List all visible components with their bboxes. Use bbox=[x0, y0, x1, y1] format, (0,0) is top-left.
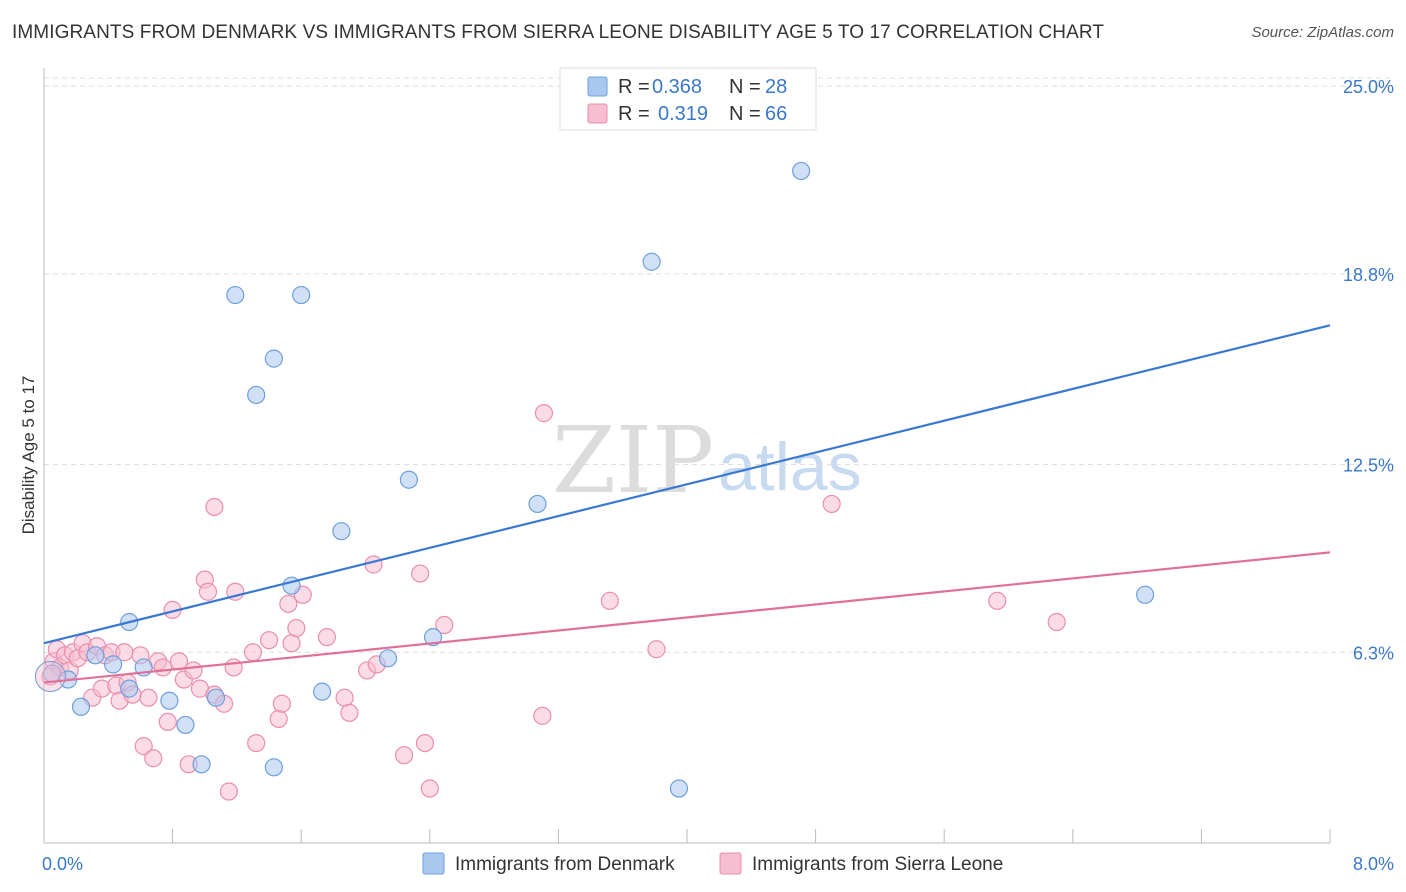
denmark-point-18 bbox=[314, 683, 331, 700]
sierra-leone-point-52 bbox=[341, 704, 358, 721]
legend-r-label-sierra-leone: R = bbox=[618, 103, 650, 125]
sierra-leone-point-42 bbox=[248, 735, 265, 752]
sierra-leone-trendline bbox=[44, 552, 1330, 682]
denmark-point-25 bbox=[670, 780, 687, 797]
sierra-leone-point-57 bbox=[412, 565, 429, 582]
denmark-point-20 bbox=[380, 650, 397, 667]
legend-r-label-denmark: R = bbox=[618, 76, 650, 98]
sierra-leone-point-62 bbox=[534, 707, 551, 724]
sierra-leone-point-66 bbox=[989, 592, 1006, 609]
denmark-point-19 bbox=[333, 523, 350, 540]
legend-n-label-sierra-leone: N = bbox=[729, 103, 761, 125]
sierra-leone-point-65 bbox=[823, 495, 840, 512]
watermark: ZIP atlas bbox=[552, 407, 862, 514]
correlation-legend: R = 0.368 N = 28 R = 0.319 N = 66 bbox=[560, 68, 816, 130]
sierra-leone-point-63 bbox=[601, 592, 618, 609]
x-tick-label-min: 0.0% bbox=[42, 854, 83, 874]
sierra-leone-point-26 bbox=[159, 713, 176, 730]
denmark-point-27 bbox=[1137, 586, 1154, 603]
x-tick-label-max: 8.0% bbox=[1353, 854, 1394, 874]
sierra-leone-point-38 bbox=[220, 783, 237, 800]
denmark-point-13 bbox=[248, 386, 265, 403]
sierra-leone-point-61 bbox=[535, 405, 552, 422]
sierra-leone-point-43 bbox=[261, 632, 278, 649]
series-legend: Immigrants from Denmark Immigrants from … bbox=[423, 853, 1003, 875]
denmark-point-2 bbox=[72, 698, 89, 715]
legend-swatch-sierra-leone bbox=[588, 104, 607, 123]
sierra-leone-point-45 bbox=[273, 695, 290, 712]
denmark-point-10 bbox=[193, 756, 210, 773]
y-tick-label-3: 25.0% bbox=[1343, 77, 1394, 97]
denmark-point-7 bbox=[121, 680, 138, 697]
y-tick-labels: 6.3% 12.5% 18.8% 25.0% bbox=[1343, 77, 1394, 663]
sierra-leone-point-58 bbox=[416, 735, 433, 752]
y-tick-label-0: 6.3% bbox=[1353, 643, 1394, 663]
bottom-legend-label-sierra-leone: Immigrants from Sierra Leone bbox=[752, 854, 1003, 875]
sierra-leone-point-64 bbox=[648, 641, 665, 658]
sierra-leone-point-48 bbox=[288, 620, 305, 637]
sierra-leone-point-31 bbox=[185, 662, 202, 679]
sierra-leone-point-36 bbox=[206, 498, 223, 515]
denmark-point-24 bbox=[643, 253, 660, 270]
legend-n-value-denmark: 28 bbox=[765, 76, 787, 98]
y-tick-label-2: 18.8% bbox=[1343, 265, 1394, 285]
watermark-atlas: atlas bbox=[718, 429, 862, 505]
x-axis-ticks bbox=[44, 829, 1330, 843]
denmark-point-26 bbox=[793, 162, 810, 179]
sierra-leone-point-34 bbox=[199, 583, 216, 600]
denmark-point-11 bbox=[208, 689, 225, 706]
bottom-legend-label-denmark: Immigrants from Denmark bbox=[455, 854, 675, 875]
legend-r-value-sierra-leone: 0.319 bbox=[658, 103, 708, 125]
sierra-leone-point-41 bbox=[244, 644, 261, 661]
denmark-point-8 bbox=[161, 692, 178, 709]
sierra-leone-point-23 bbox=[145, 750, 162, 767]
sierra-leone-point-59 bbox=[421, 780, 438, 797]
scatter-chart: ZIP atlas 6.3%12.5%18.8%25.0% 0.0% 8.0% … bbox=[0, 0, 1406, 892]
denmark-point-17 bbox=[293, 287, 310, 304]
bottom-legend-swatch-denmark bbox=[423, 853, 444, 874]
denmark-point-21 bbox=[400, 471, 417, 488]
denmark-point-15 bbox=[265, 759, 282, 776]
sierra-leone-point-25 bbox=[154, 659, 171, 676]
denmark-point-9 bbox=[177, 716, 194, 733]
denmark-point-23 bbox=[529, 495, 546, 512]
cluster-point bbox=[35, 661, 65, 691]
legend-n-value-sierra-leone: 66 bbox=[765, 103, 787, 125]
legend-n-label-denmark: N = bbox=[729, 76, 761, 98]
y-axis-title: Disability Age 5 to 17 bbox=[19, 376, 38, 535]
y-tick-label-1: 12.5% bbox=[1343, 456, 1394, 476]
denmark-point-14 bbox=[265, 350, 282, 367]
sierra-leone-point-44 bbox=[270, 710, 287, 727]
sierra-leone-point-50 bbox=[318, 629, 335, 646]
sierra-leone-point-22 bbox=[140, 689, 157, 706]
sierra-leone-point-54 bbox=[365, 556, 382, 573]
sierra-leone-point-67 bbox=[1048, 614, 1065, 631]
denmark-point-3 bbox=[87, 647, 104, 664]
legend-swatch-denmark bbox=[588, 77, 607, 96]
sierra-leone-point-56 bbox=[396, 747, 413, 764]
denmark-point-4 bbox=[105, 656, 122, 673]
sierra-leone-point-51 bbox=[336, 689, 353, 706]
sierra-leone-point-47 bbox=[283, 635, 300, 652]
bottom-legend-swatch-sierra-leone bbox=[720, 853, 741, 874]
legend-r-value-denmark: 0.368 bbox=[652, 76, 702, 98]
sierra-leone-point-39 bbox=[225, 659, 242, 676]
denmark-point-12 bbox=[227, 287, 244, 304]
